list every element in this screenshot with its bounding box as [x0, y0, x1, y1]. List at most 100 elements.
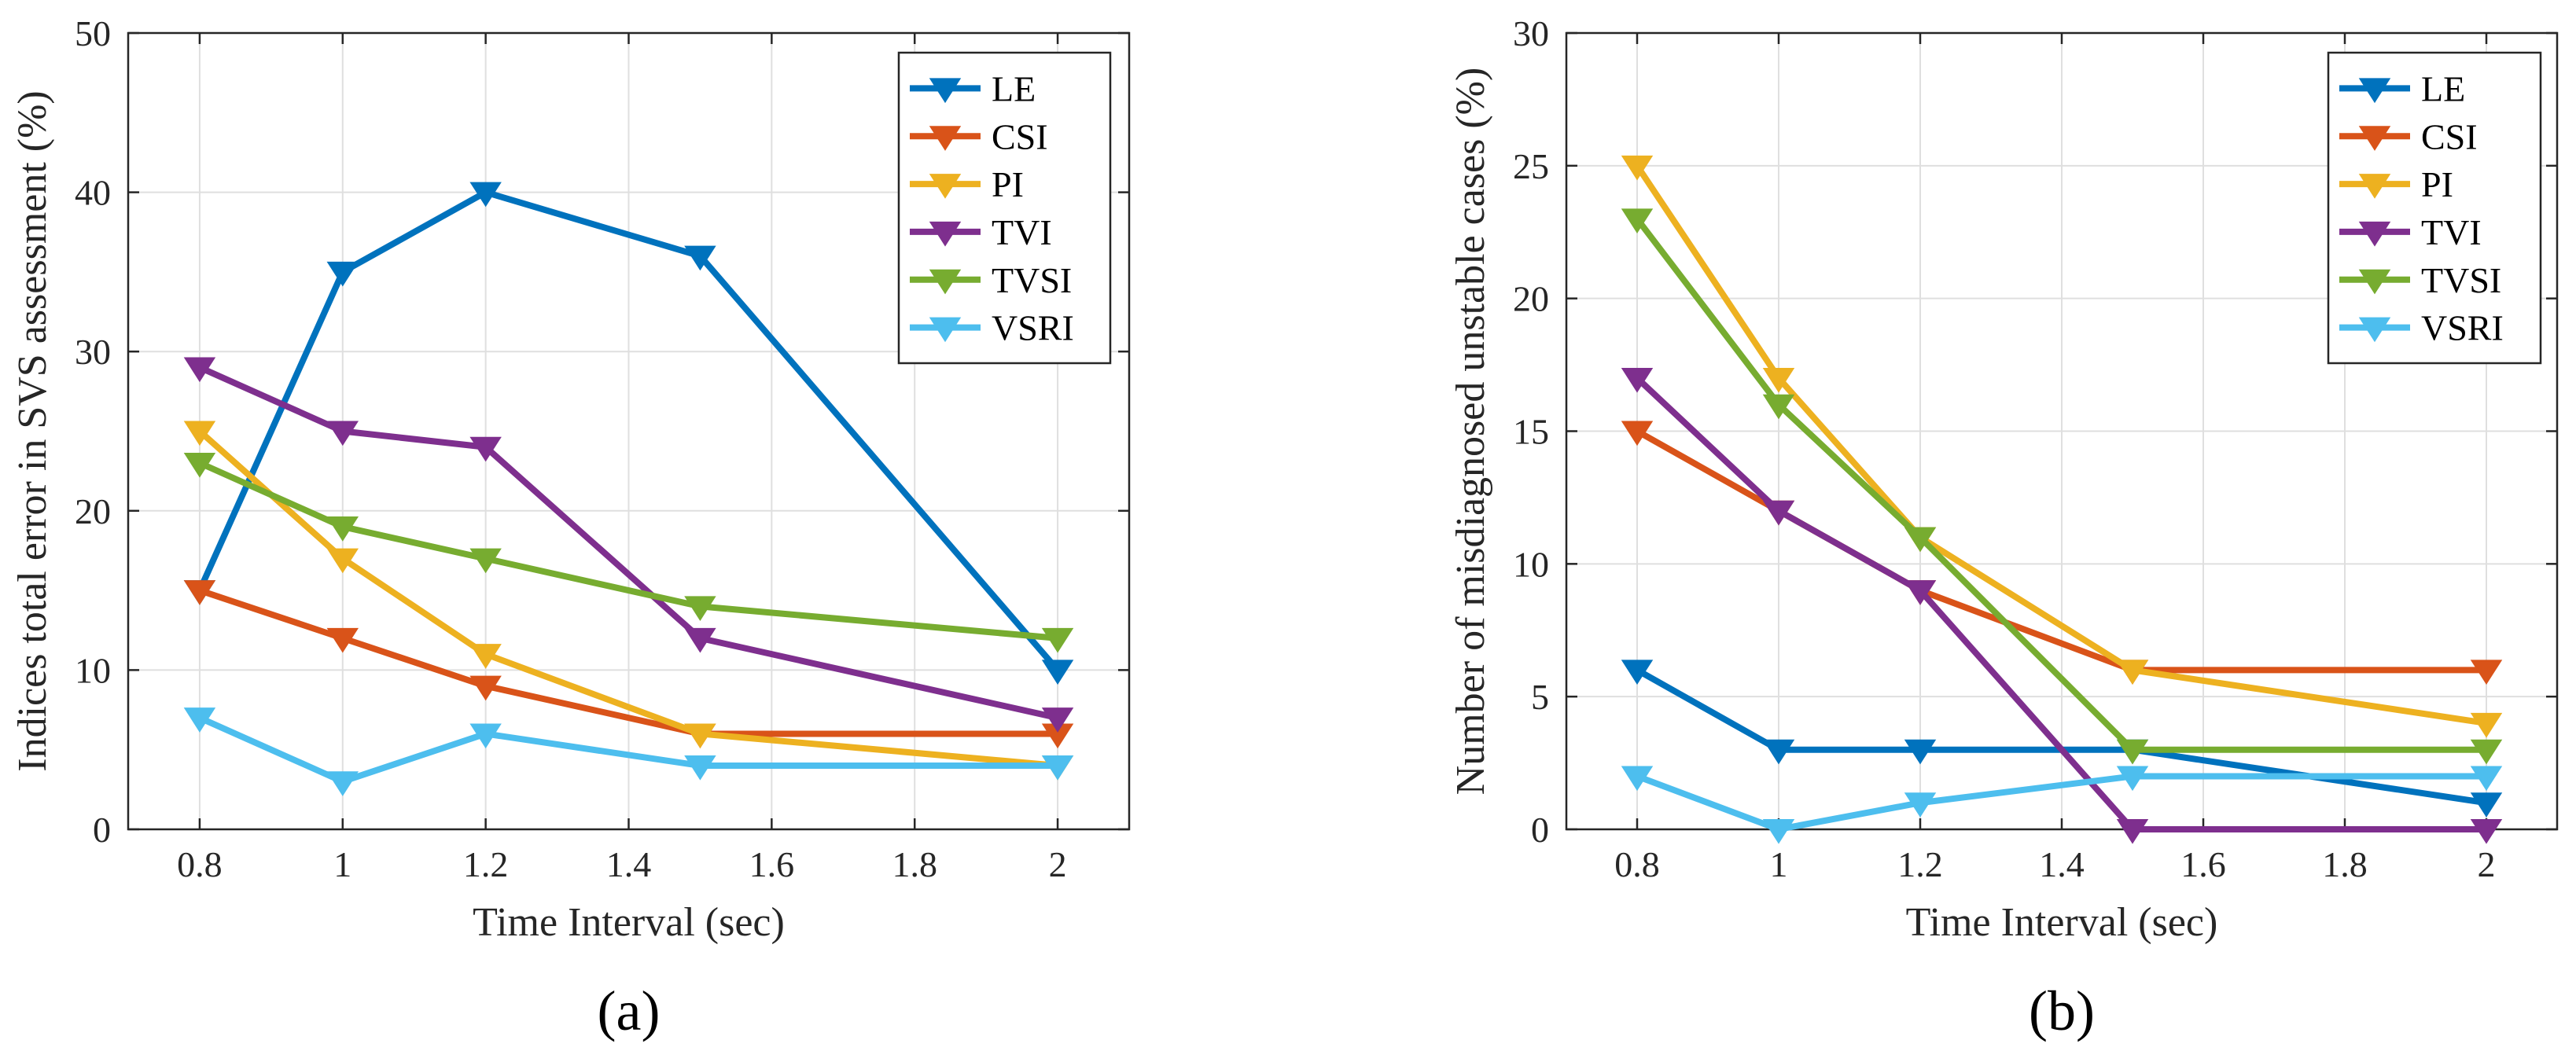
- legend-marker: [929, 126, 962, 151]
- data-point-marker: [1041, 707, 1074, 733]
- y-tick-label: 10: [1513, 544, 1549, 584]
- data-point-marker: [2116, 766, 2149, 792]
- y-tick-label: 10: [75, 650, 111, 690]
- legend-item-tvi: TVI: [2339, 212, 2482, 252]
- y-tick-label: 25: [1513, 146, 1549, 186]
- data-point-marker: [326, 421, 359, 446]
- data-point-marker: [183, 707, 216, 733]
- y-tick-label: 0: [93, 810, 111, 850]
- legend-marker: [929, 221, 962, 247]
- legend-item-pi: PI: [2339, 164, 2453, 204]
- legend-item-csi: CSI: [910, 116, 1048, 156]
- panel-label: (a): [598, 979, 661, 1042]
- data-point-marker: [2116, 660, 2149, 685]
- data-point-marker: [1041, 660, 1074, 685]
- data-point-marker: [1904, 792, 1937, 818]
- series-tvi: [1621, 367, 2503, 844]
- x-axis-label: Time Interval (sec): [473, 900, 785, 945]
- legend-item-le: LE: [2339, 68, 2465, 108]
- legend-label: LE: [992, 68, 1036, 108]
- data-point-marker: [469, 436, 502, 462]
- legend-label: CSI: [2421, 116, 2478, 156]
- data-point-marker: [1762, 500, 1795, 526]
- legend-marker: [2358, 221, 2391, 247]
- legend: LE CSI PI TVI TVSI VSRI: [2327, 51, 2542, 365]
- series-tvi: [183, 357, 1074, 733]
- data-point-marker: [1621, 660, 1654, 685]
- x-tick-label: 1.6: [749, 844, 795, 884]
- y-axis-label: Indices total error in SVS assessment (%…: [10, 90, 55, 771]
- y-tick-label: 30: [75, 332, 111, 372]
- legend-item-tvsi: TVSI: [910, 260, 1072, 300]
- data-point-marker: [2470, 792, 2503, 818]
- data-point-marker: [1904, 739, 1937, 765]
- series-tvsi: [1621, 208, 2503, 765]
- data-point-marker: [684, 245, 716, 271]
- legend-item-tvsi: TVSI: [2339, 260, 2501, 300]
- x-tick-label: 1.8: [2322, 844, 2368, 884]
- y-tick-label: 50: [75, 13, 111, 53]
- data-point-marker: [469, 548, 502, 574]
- data-point-marker: [1041, 627, 1074, 653]
- legend-marker: [929, 174, 962, 199]
- legend-label: TVI: [2421, 212, 2482, 252]
- data-point-marker: [1762, 367, 1795, 393]
- data-point-marker: [684, 596, 716, 622]
- x-tick-label: 1.8: [892, 844, 937, 884]
- data-point-marker: [1762, 819, 1795, 844]
- data-point-marker: [183, 421, 216, 446]
- y-tick-label: 30: [1513, 13, 1549, 53]
- legend-label: PI: [2421, 164, 2453, 204]
- legend-item-tvi: TVI: [910, 212, 1052, 252]
- x-tick-label: 1.2: [1897, 844, 1943, 884]
- y-tick-label: 0: [1531, 810, 1549, 850]
- data-point-marker: [1621, 155, 1654, 181]
- series-vsri: [183, 707, 1074, 796]
- data-point-marker: [2470, 766, 2503, 792]
- data-point-marker: [2470, 712, 2503, 738]
- legend-marker: [2358, 269, 2391, 295]
- data-point-marker: [1621, 766, 1654, 792]
- data-point-marker: [326, 771, 359, 796]
- legend-label: CSI: [992, 116, 1048, 156]
- x-tick-label: 1.4: [606, 844, 652, 884]
- data-point-marker: [684, 755, 716, 781]
- data-point-marker: [2470, 660, 2503, 685]
- data-point-marker: [183, 580, 216, 605]
- data-point-marker: [1762, 394, 1795, 420]
- legend-label: TVSI: [2421, 260, 2501, 300]
- legend-item-csi: CSI: [2339, 116, 2478, 156]
- data-point-marker: [1041, 755, 1074, 781]
- legend-item-le: LE: [910, 68, 1036, 108]
- y-axis-label: Number of misdiagnosed unstable cases (%…: [1448, 68, 1493, 796]
- data-point-marker: [326, 548, 359, 574]
- legend-marker: [2358, 174, 2391, 199]
- x-tick-label: 0.8: [1614, 844, 1660, 884]
- legend: LE CSI PI TVI TVSI VSRI: [897, 51, 1112, 365]
- data-point-marker: [469, 644, 502, 669]
- legend-item-vsri: VSRI: [910, 308, 1074, 348]
- legend-label: LE: [2421, 68, 2465, 108]
- legend-box: [897, 51, 1112, 365]
- legend-marker: [2358, 317, 2391, 343]
- x-tick-label: 1: [333, 844, 351, 884]
- legend-marker: [929, 269, 962, 295]
- series-tvsi: [183, 453, 1074, 653]
- legend-label: TVSI: [992, 260, 1072, 300]
- data-point-marker: [183, 357, 216, 383]
- legend-label: VSRI: [992, 308, 1074, 348]
- data-point-marker: [326, 261, 359, 287]
- data-point-marker: [183, 453, 216, 478]
- data-point-marker: [1904, 580, 1937, 605]
- x-tick-label: 1.6: [2180, 844, 2226, 884]
- x-tick-label: 2: [2478, 844, 2496, 884]
- legend-label: VSRI: [2421, 308, 2504, 348]
- data-point-marker: [2116, 819, 2149, 844]
- x-tick-label: 1: [1770, 844, 1788, 884]
- series-vsri: [1621, 766, 2503, 844]
- y-tick-label: 15: [1513, 412, 1549, 452]
- data-point-marker: [1621, 421, 1654, 446]
- legend-marker: [929, 317, 962, 343]
